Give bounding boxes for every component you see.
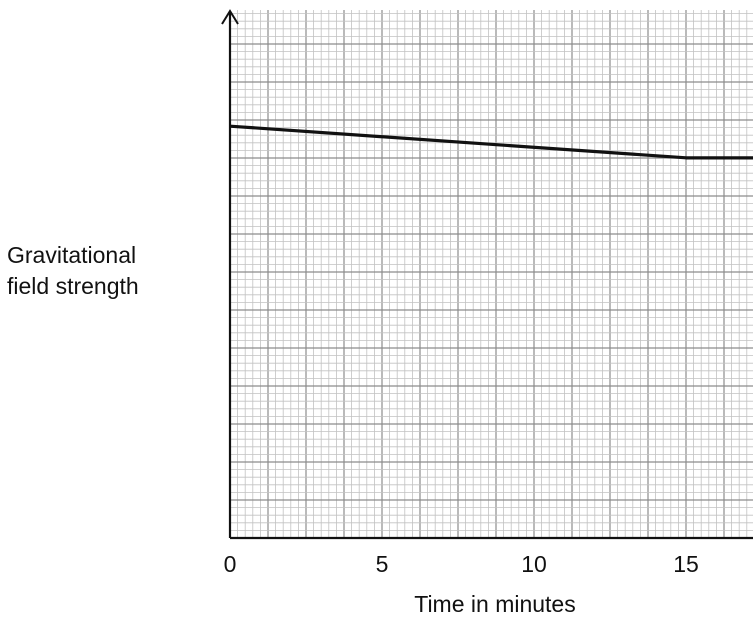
x-axis-label: Time in minutes bbox=[414, 591, 575, 617]
y-axis-label: Gravitational field strength bbox=[7, 240, 192, 302]
y-axis-arrow-icon bbox=[221, 9, 239, 25]
y-axis-label-line-2: field strength bbox=[7, 273, 139, 299]
series-line bbox=[229, 124, 753, 160]
axes bbox=[221, 9, 753, 540]
grid bbox=[230, 10, 753, 538]
x-tick-label: 0 bbox=[224, 551, 237, 577]
x-tick-label: 5 bbox=[376, 551, 389, 577]
series bbox=[229, 124, 753, 160]
x-tick-label: 15 bbox=[673, 551, 699, 577]
y-axis-label-line-1: Gravitational bbox=[7, 242, 137, 268]
x-tick-labels: 051015202530 bbox=[224, 551, 699, 577]
x-tick-label: 10 bbox=[521, 551, 547, 577]
